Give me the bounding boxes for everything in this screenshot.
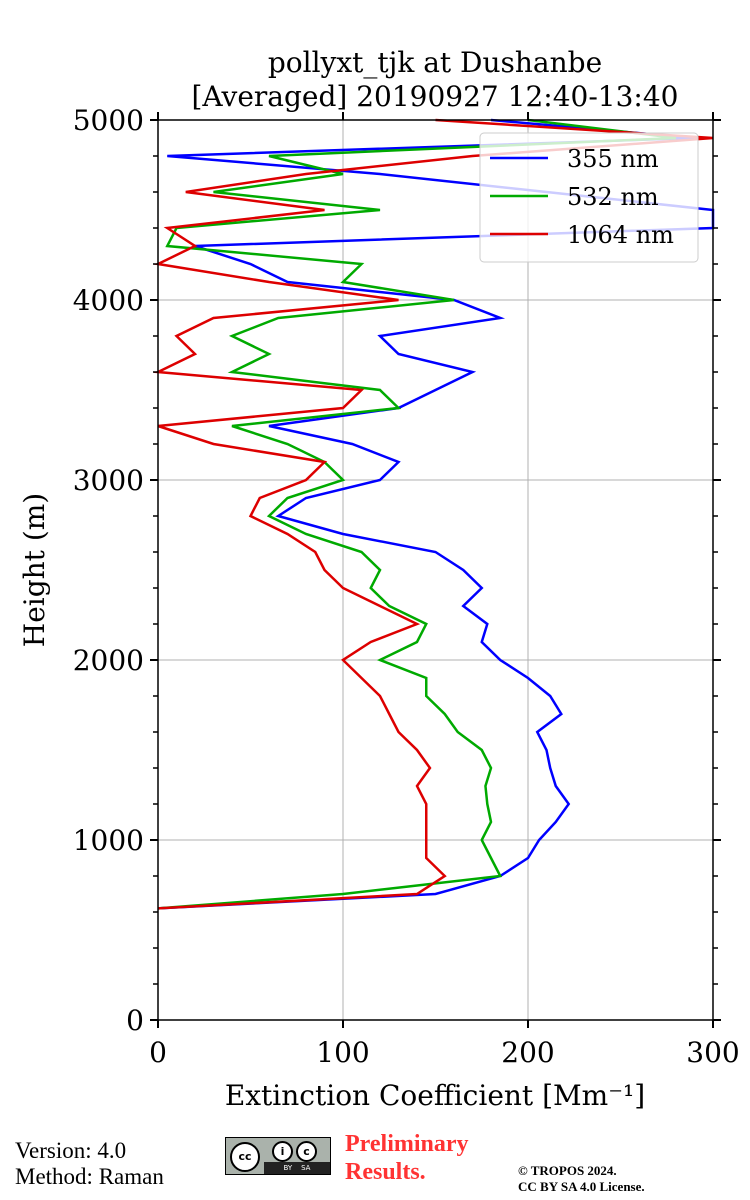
preliminary-line1: Preliminary (345, 1131, 469, 1157)
cc-license-badge: cc i c BY SA (225, 1137, 331, 1175)
chart-title-line2: [Averaged] 20190927 12:40-13:40 (192, 80, 679, 113)
preliminary-notice: Preliminary Results. (345, 1130, 469, 1186)
plot-frame (157, 119, 714, 1021)
legend-label: 532 nm (567, 183, 659, 211)
y-tick-label: 5000 (73, 104, 144, 137)
y-tick-label: 0 (126, 1004, 144, 1037)
copyright-line1: © TROPOS 2024. (518, 1163, 617, 1178)
version-text: Version: 4.0 (15, 1138, 127, 1163)
version-info: Version: 4.0 Method: Raman (15, 1138, 164, 1190)
y-tick-label: 3000 (73, 464, 144, 497)
y-tick-label: 1000 (73, 824, 144, 857)
y-axis-label: Height (m) (18, 493, 51, 647)
legend: 355 nm 532 nm 1064 nm (479, 132, 699, 263)
x-tick-label: 300 (686, 1036, 739, 1069)
y-tick-label: 4000 (73, 284, 144, 317)
copyright: © TROPOS 2024. CC BY SA 4.0 License. (518, 1163, 645, 1195)
chart: pollyxt_tjk at Dushanbe [Averaged] 20190… (18, 46, 740, 1112)
x-tick-label: 0 (149, 1036, 167, 1069)
x-tick-label: 100 (316, 1036, 369, 1069)
x-tick-label: 200 (501, 1036, 554, 1069)
legend-label: 1064 nm (567, 221, 674, 249)
chart-title-line1: pollyxt_tjk at Dushanbe (268, 46, 602, 79)
legend-label: 355 nm (567, 145, 659, 173)
preliminary-line2: Results. (345, 1159, 426, 1185)
copyright-line2: CC BY SA 4.0 License. (518, 1179, 645, 1194)
x-axis-label: Extinction Coefficient [Mm⁻¹] (225, 1079, 645, 1112)
method-text: Method: Raman (15, 1164, 164, 1189)
y-tick-label: 2000 (73, 644, 144, 677)
